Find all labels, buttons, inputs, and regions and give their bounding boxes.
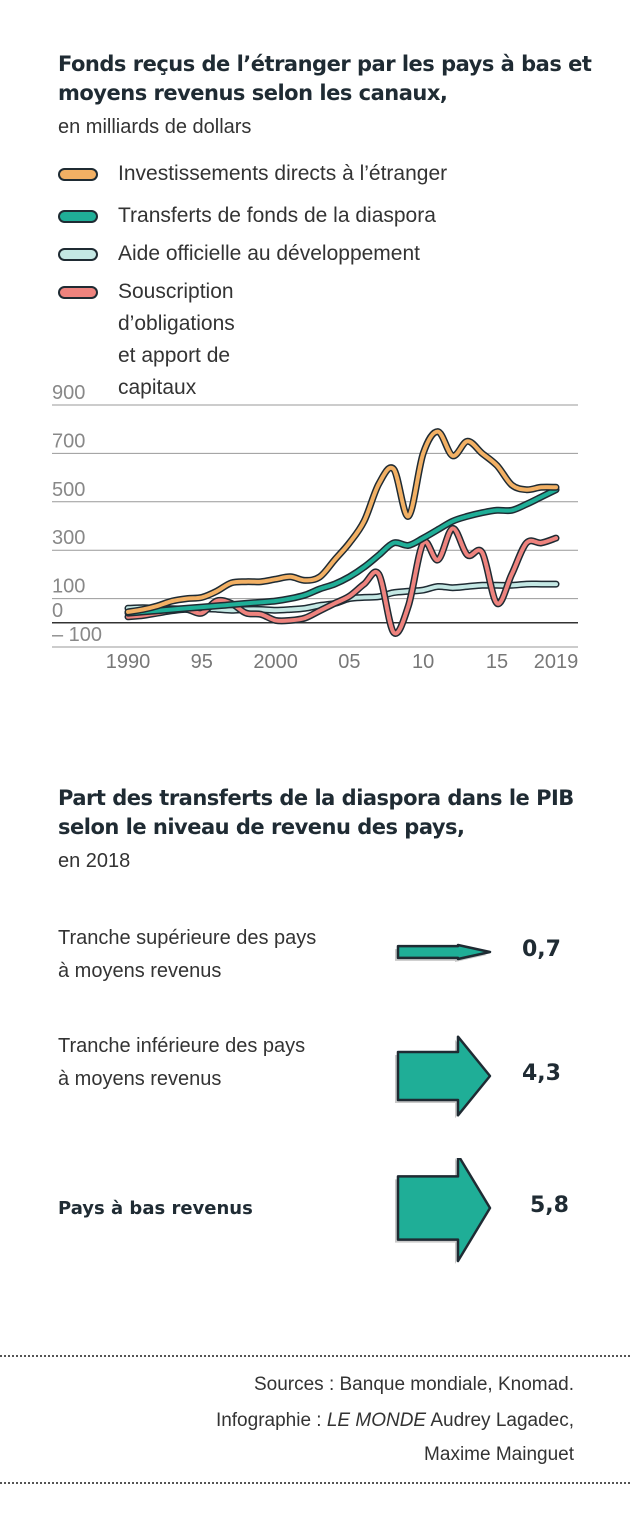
bar-chart-subtitle: en 2018 (58, 850, 131, 872)
bar-arrow-shape (396, 1158, 492, 1263)
y-tick-label: 100 (52, 576, 85, 598)
bar-arrow (395, 1035, 492, 1119)
legend-swatch-ide (58, 168, 98, 181)
bar-label: Pays à bas revenus (58, 1198, 253, 1219)
line-diaspora (124, 486, 560, 617)
bar-arrow (395, 1158, 492, 1264)
legend-swatch-obligations (58, 286, 98, 299)
legend-label-aide: Aide officielle au développement (118, 242, 420, 265)
sources-text: Sources : Banque mondiale, Knomad. (253, 1374, 574, 1395)
line-obligations-stroke (126, 526, 558, 636)
bar-chart-title: Part des transferts de la diaspora dans … (58, 786, 574, 839)
y-tick-label: 900 (52, 382, 85, 404)
bar-row: Tranche inférieure des pays à moyens rev… (58, 1030, 598, 1150)
credits: Infographie : LE MONDE Audrey Lagadec, M… (216, 1404, 574, 1472)
credits-authors: Audrey Lagadec, (426, 1410, 574, 1431)
x-tick-label: 05 (338, 651, 360, 673)
x-tick-label: 10 (412, 651, 434, 673)
y-tick-label: – 100 (52, 624, 102, 646)
bar-label: Tranche supérieure des pays à moyens rev… (58, 927, 317, 982)
y-tick-label: 300 (52, 527, 85, 549)
credits-prefix: Infographie : (215, 1410, 327, 1431)
bar-row: Tranche supérieure des pays à moyens rev… (58, 922, 598, 1042)
divider-top (0, 1355, 630, 1357)
x-tick-label: 15 (486, 651, 508, 673)
legend-label-diaspora: Transferts de fonds de la diaspora (118, 204, 436, 227)
x-tick-label: 2000 (253, 651, 298, 673)
chart-subtitle: en milliards de dollars (58, 116, 252, 138)
y-tick-label: 500 (52, 479, 85, 501)
bar-label: Tranche inférieure des pays à moyens rev… (58, 1035, 306, 1090)
legend-swatch-diaspora (58, 210, 98, 223)
credits-brand: LE MONDE (326, 1410, 427, 1431)
legend-label-ide: Investissements directs à l’étranger (118, 162, 448, 185)
bar-arrow-shape (396, 1035, 492, 1117)
bar-value: 0,7 (522, 937, 561, 962)
y-tick-label: 700 (52, 430, 85, 452)
bar-arrow (395, 943, 492, 962)
credits-authors-2: Maxime Mainguet (424, 1444, 574, 1465)
bar-value: 5,8 (530, 1193, 569, 1218)
line-obligations (124, 524, 560, 637)
divider-bottom (0, 1482, 630, 1484)
legend-swatch-aide (58, 248, 98, 261)
y-tick-label: 0 (52, 600, 63, 622)
bar-row: Pays à bas revenus 5,8 (58, 1158, 598, 1278)
bar-value: 4,3 (522, 1061, 561, 1086)
x-tick-label: 2019 (534, 651, 579, 673)
x-tick-label: 95 (191, 651, 213, 673)
line-diaspora-stroke (126, 487, 558, 616)
chart-title: Fonds reçus de l’étranger par les pays à… (58, 52, 592, 105)
line-ide (124, 428, 560, 616)
legend-label-obligations: Souscription d’obligations et apport de … (118, 280, 235, 399)
bar-arrow-shape (396, 943, 492, 961)
line-ide-stroke (126, 429, 558, 614)
x-tick-label: 1990 (106, 651, 151, 673)
